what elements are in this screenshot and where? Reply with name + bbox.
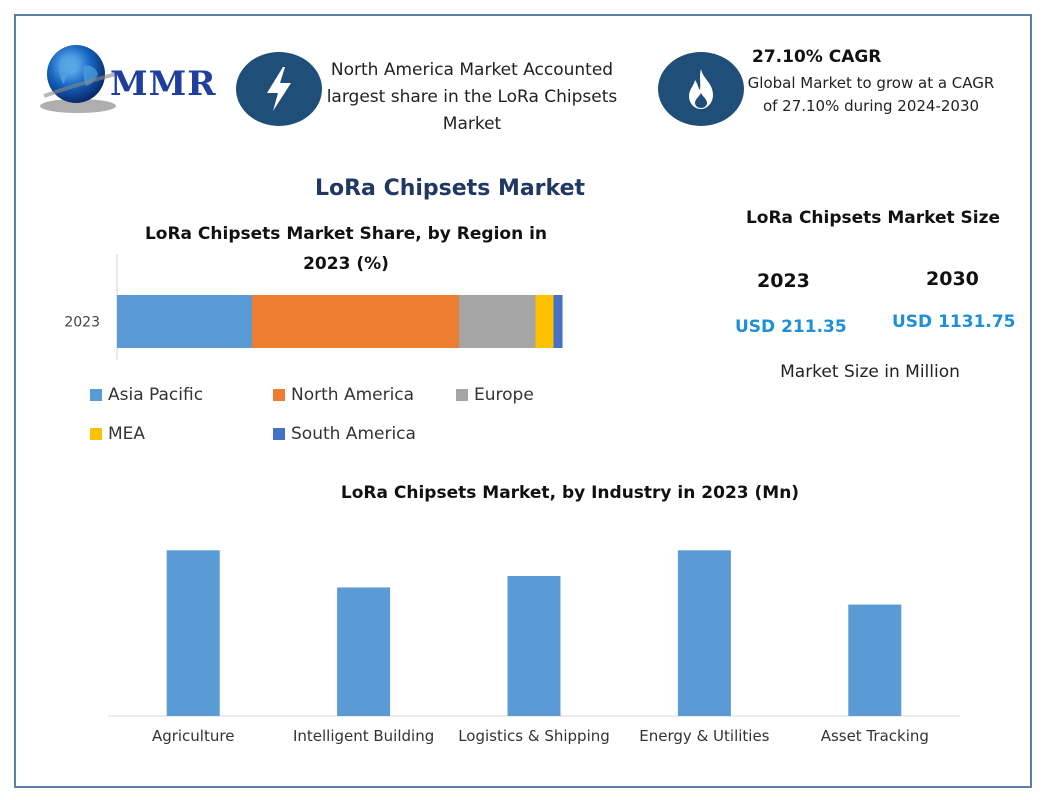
legend-item-europe: Europe <box>456 385 534 405</box>
market-size-year-2023: 2023 <box>757 270 810 292</box>
cagr-title: 27.10% CAGR <box>752 47 882 67</box>
region-share-chart: 2023 <box>64 254 563 360</box>
legend-label: Europe <box>474 385 534 405</box>
legend-label: Asia Pacific <box>108 385 204 405</box>
x-tick-label: Intelligent Building <box>293 727 434 745</box>
bar-intelligent-building <box>337 587 391 716</box>
category-label: 2023 <box>64 315 100 331</box>
x-tick-label: Agriculture <box>152 727 235 745</box>
legend-item-north-america: North America <box>273 385 414 405</box>
legend-swatch <box>90 428 102 440</box>
region-chart-title: LoRa Chipsets Market Share, by Region in… <box>144 224 548 274</box>
legend-swatch <box>273 428 285 440</box>
stack-segment-asia-pacific <box>117 295 252 348</box>
market-size-title: LoRa Chipsets Market Size <box>745 208 1001 228</box>
bar-energy-utilities <box>677 550 731 716</box>
north-america-info-text: North America Market Accounted largest s… <box>326 60 618 134</box>
legend-label: MEA <box>108 424 146 444</box>
lightning-bolt-icon <box>267 67 291 111</box>
infographic-frame <box>14 14 1032 788</box>
lightning-badge <box>236 52 322 126</box>
x-tick-label: Asset Tracking <box>821 727 929 745</box>
legend-swatch <box>456 389 468 401</box>
bar-asset-tracking <box>848 604 902 716</box>
bar-agriculture <box>166 550 220 716</box>
stack-segment-south-america <box>553 295 563 348</box>
x-tick-label: Logistics & Shipping <box>458 727 610 745</box>
x-tick-label: Energy & Utilities <box>639 727 769 745</box>
legend-label: South America <box>291 424 416 444</box>
stack-segment-europe <box>459 295 536 348</box>
flame-icon <box>689 69 713 109</box>
flame-badge <box>658 52 744 126</box>
legend-label: North America <box>291 385 415 405</box>
bar-logistics-shipping <box>507 576 561 716</box>
main-title: LoRa Chipsets Market <box>314 176 586 201</box>
legend-item-south-america: South America <box>273 424 416 444</box>
market-size-value-2030: USD 1131.75 <box>892 312 1016 332</box>
cagr-description: Global Market to grow at a CAGR of 27.10… <box>747 74 995 115</box>
legend-item-asia-pacific: Asia Pacific <box>90 385 203 405</box>
market-size-year-2030: 2030 <box>926 268 979 290</box>
stack-segment-mea <box>535 295 554 348</box>
industry-chart-title: LoRa Chipsets Market, by Industry in 202… <box>340 483 800 503</box>
mmr-logo: MMR <box>22 34 222 114</box>
globe-icon <box>40 45 117 113</box>
industry-bar-chart: Agriculture Intelligent Building Logistics… <box>108 550 960 745</box>
logo-text: MMR <box>110 64 217 104</box>
market-size-value-2023: USD 211.35 <box>735 317 847 337</box>
stack-segment-north-america <box>252 295 459 348</box>
legend-swatch <box>273 389 285 401</box>
legend-item-mea: MEA <box>90 424 145 444</box>
legend-swatch <box>90 389 102 401</box>
market-size-unit: Market Size in Million <box>780 362 960 382</box>
